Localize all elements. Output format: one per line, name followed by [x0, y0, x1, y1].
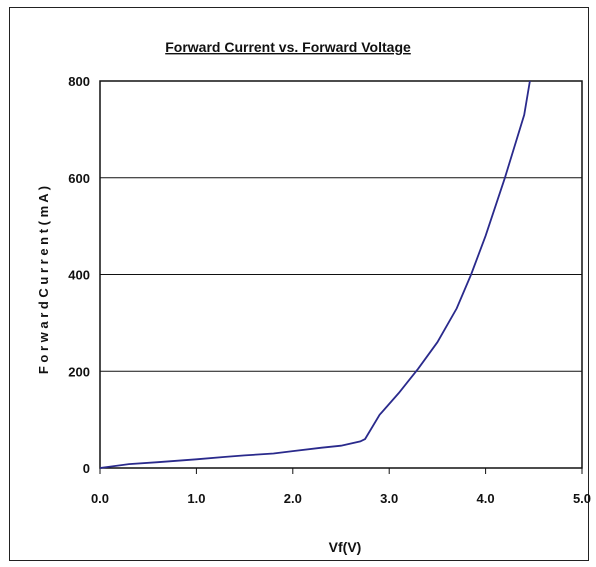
x-tick-label: 5.0	[573, 491, 591, 506]
y-axis-label: F o r w a r d C u r r e n t ( m A )	[36, 186, 51, 374]
y-axis-ticks: 0 200 400 600 800	[68, 74, 90, 476]
chart-title: Forward Current vs. Forward Voltage	[165, 39, 411, 55]
y-tick-label: 800	[68, 74, 90, 89]
y-tick-label: 400	[68, 268, 90, 283]
y-tick-label: 600	[68, 171, 90, 186]
y-tick-label: 0	[83, 461, 90, 476]
x-axis-ticks: 0.0 1.0 2.0 3.0 4.0 5.0	[91, 468, 591, 506]
x-tick-label: 0.0	[91, 491, 109, 506]
x-tick-label: 2.0	[284, 491, 302, 506]
x-axis-label: Vf(V)	[329, 539, 362, 555]
x-tick-label: 1.0	[187, 491, 205, 506]
y-tick-label: 200	[68, 364, 90, 379]
series-line	[99, 80, 531, 469]
x-tick-label: 4.0	[477, 491, 495, 506]
x-tick-label: 3.0	[380, 491, 398, 506]
gridlines	[100, 177, 582, 372]
